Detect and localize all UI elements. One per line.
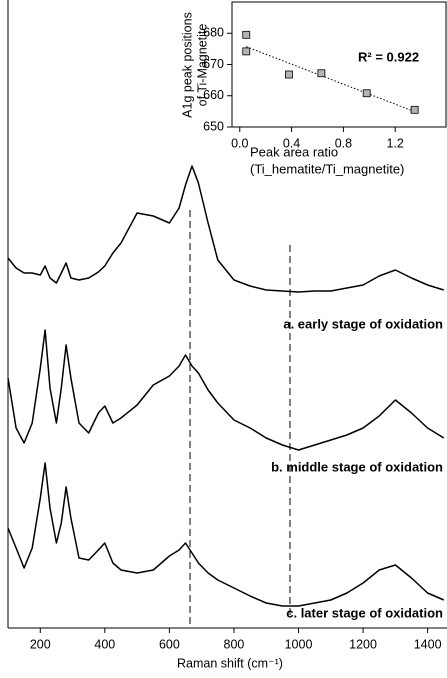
spectrum-line — [7, 462, 445, 607]
annotation: R² = 0.922 — [358, 49, 419, 64]
point — [317, 69, 326, 78]
x-tick-label: 1000 — [285, 637, 313, 651]
x-tick-label: 800 — [224, 637, 245, 651]
y-axis-label: of Ti-Magnetite — [195, 24, 209, 107]
x-axis-label: Peak area ratio — [250, 144, 338, 159]
y-axis-label: A1g peak positions — [180, 12, 194, 118]
y-tick-label: 660 — [203, 88, 224, 102]
x-tick-label: 1400 — [414, 637, 442, 651]
x-tick-label: 0.4 — [283, 136, 300, 150]
x-axis-label: (Ti_hematite/Ti_magnetite) — [250, 161, 404, 176]
series-label: a. early stage of oxidation — [283, 316, 443, 331]
spectrum-line — [7, 329, 445, 451]
point — [242, 47, 251, 56]
x-axis-label: Raman shift (cm⁻¹) — [177, 656, 283, 670]
series-label: b. middle stage of oxidation — [271, 459, 443, 474]
x-tick-label: 200 — [30, 637, 51, 651]
point — [410, 105, 419, 114]
point — [242, 30, 251, 39]
series-label: c. later stage of oxidation — [286, 605, 443, 620]
inset-frame — [231, 1, 447, 128]
y-tick-label: 650 — [203, 119, 224, 133]
point — [285, 70, 293, 79]
x-tick-label: 1.2 — [386, 136, 403, 150]
point — [362, 89, 371, 98]
x-tick-label: 400 — [94, 637, 115, 651]
y-tick-label: 680 — [203, 26, 224, 40]
x-tick-label: 0.8 — [335, 136, 352, 150]
x-tick-label: 1200 — [349, 637, 377, 651]
x-tick-label: 0.0 — [231, 136, 248, 150]
y-tick-label: 670 — [203, 57, 224, 71]
x-tick-label: 600 — [159, 637, 180, 651]
spectrum-line — [7, 165, 445, 293]
